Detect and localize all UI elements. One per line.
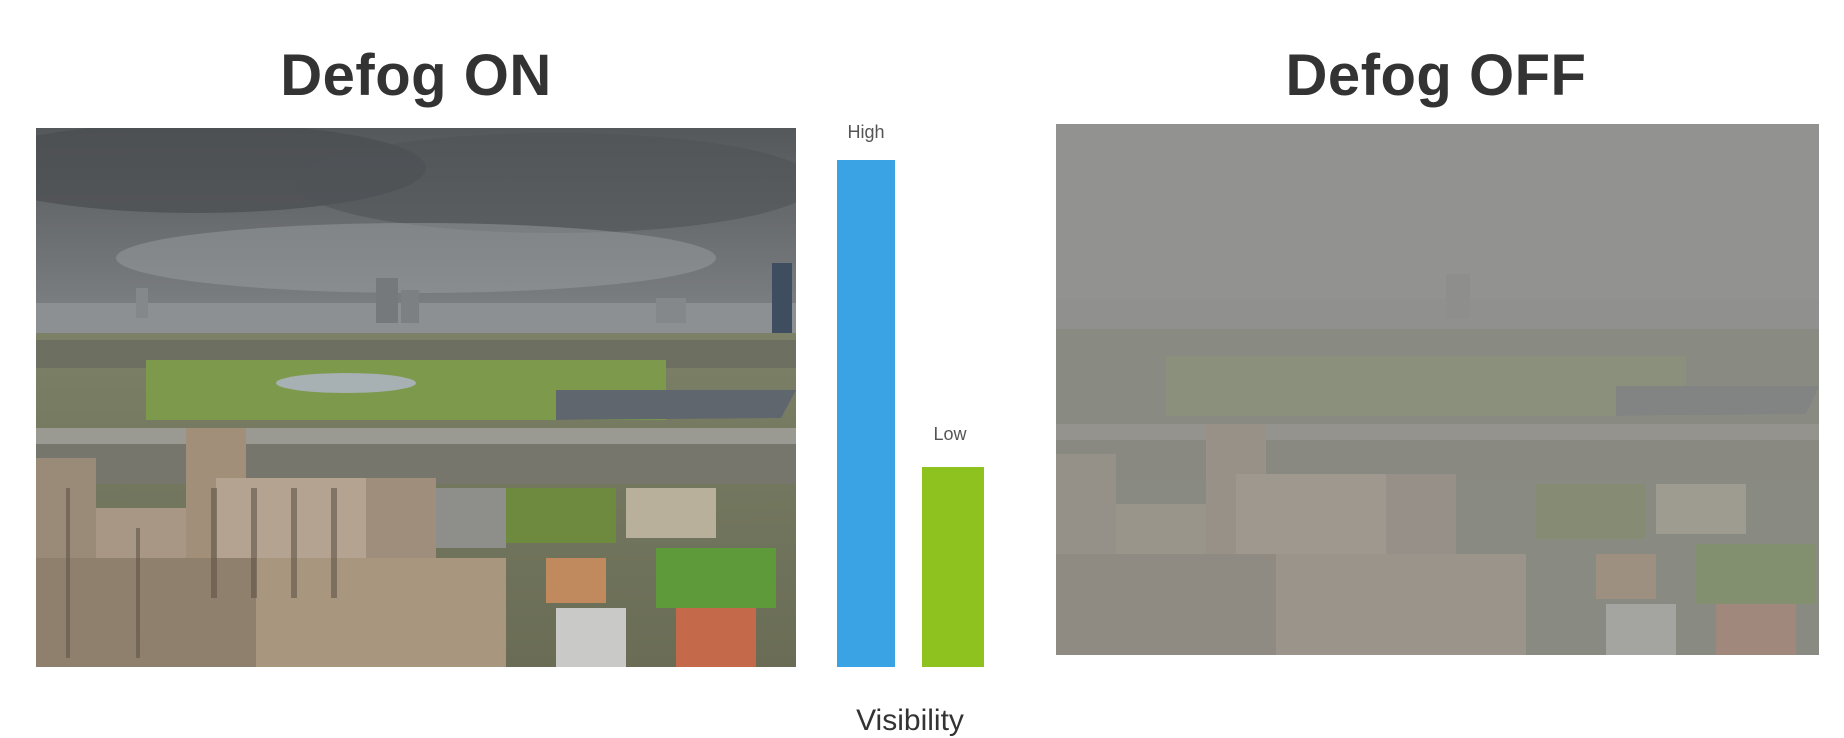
visibility-low-label: Low: [933, 424, 967, 444]
haze-overlay: [1056, 124, 1819, 655]
visibility-low-bar: [922, 467, 984, 667]
defog-on-image: [36, 128, 796, 667]
defog-on-scene: [36, 128, 796, 667]
visibility-high-bar: [837, 160, 895, 667]
visibility-high-label: High: [847, 122, 885, 142]
defog-on-title: Defog ON: [280, 43, 552, 108]
defog-off-title: Defog OFF: [1285, 43, 1587, 108]
defog-off-image: [1056, 124, 1819, 655]
visibility-caption: Visibility: [856, 704, 964, 737]
